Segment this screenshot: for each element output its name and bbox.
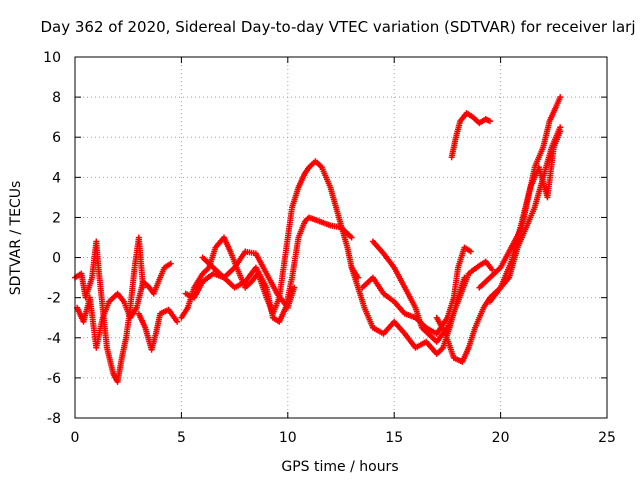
y-tick-label: -2: [47, 291, 61, 307]
series-track-b: [74, 260, 174, 351]
x-tick-label: 10: [279, 430, 297, 446]
y-tick-label: 10: [43, 50, 61, 66]
data-point: [557, 94, 564, 101]
series-track-i: [369, 238, 496, 345]
x-tick-label: 20: [492, 430, 510, 446]
data-point: [489, 266, 496, 273]
y-tick-label: 2: [52, 210, 61, 226]
series-track-a: [72, 234, 147, 385]
series-track-c: [135, 306, 181, 353]
data-marks: [72, 94, 564, 385]
series-track-j: [433, 124, 564, 365]
y-tick-label: 4: [52, 170, 61, 186]
y-tick-label: 8: [52, 90, 61, 106]
data-point: [174, 318, 181, 325]
y-tick-label: -8: [47, 411, 61, 427]
chart-title: Day 362 of 2020, Sidereal Day-to-day VTE…: [41, 18, 636, 36]
data-point: [557, 128, 564, 135]
x-tick-label: 15: [385, 430, 403, 446]
data-point: [291, 284, 298, 291]
y-axis-label: SDTVAR / TECUs: [8, 181, 24, 296]
x-tick-label: 0: [71, 430, 80, 446]
series-track-h: [359, 244, 474, 337]
data-point: [348, 234, 355, 241]
series-track-f: [199, 248, 298, 311]
plot-frame: [74, 56, 608, 419]
series-track-l: [486, 128, 564, 305]
data-point: [167, 260, 174, 267]
y-tick-label: -6: [47, 371, 61, 387]
series-track-m: [448, 110, 493, 161]
y-tick-label: -4: [47, 331, 61, 347]
data-point: [467, 248, 474, 255]
y-tick-label: 0: [52, 251, 61, 267]
axis-ticks: 0 5 10 15 20 25 -8 -6 -4 -2 0 2 4 6 8 10: [43, 50, 616, 446]
data-point: [486, 118, 493, 125]
y-tick-label: 6: [52, 130, 61, 146]
x-tick-label: 5: [177, 430, 186, 446]
x-axis-label: GPS time / hours: [281, 459, 398, 475]
grid-lines: [75, 57, 607, 418]
x-tick-label: 25: [598, 430, 616, 446]
